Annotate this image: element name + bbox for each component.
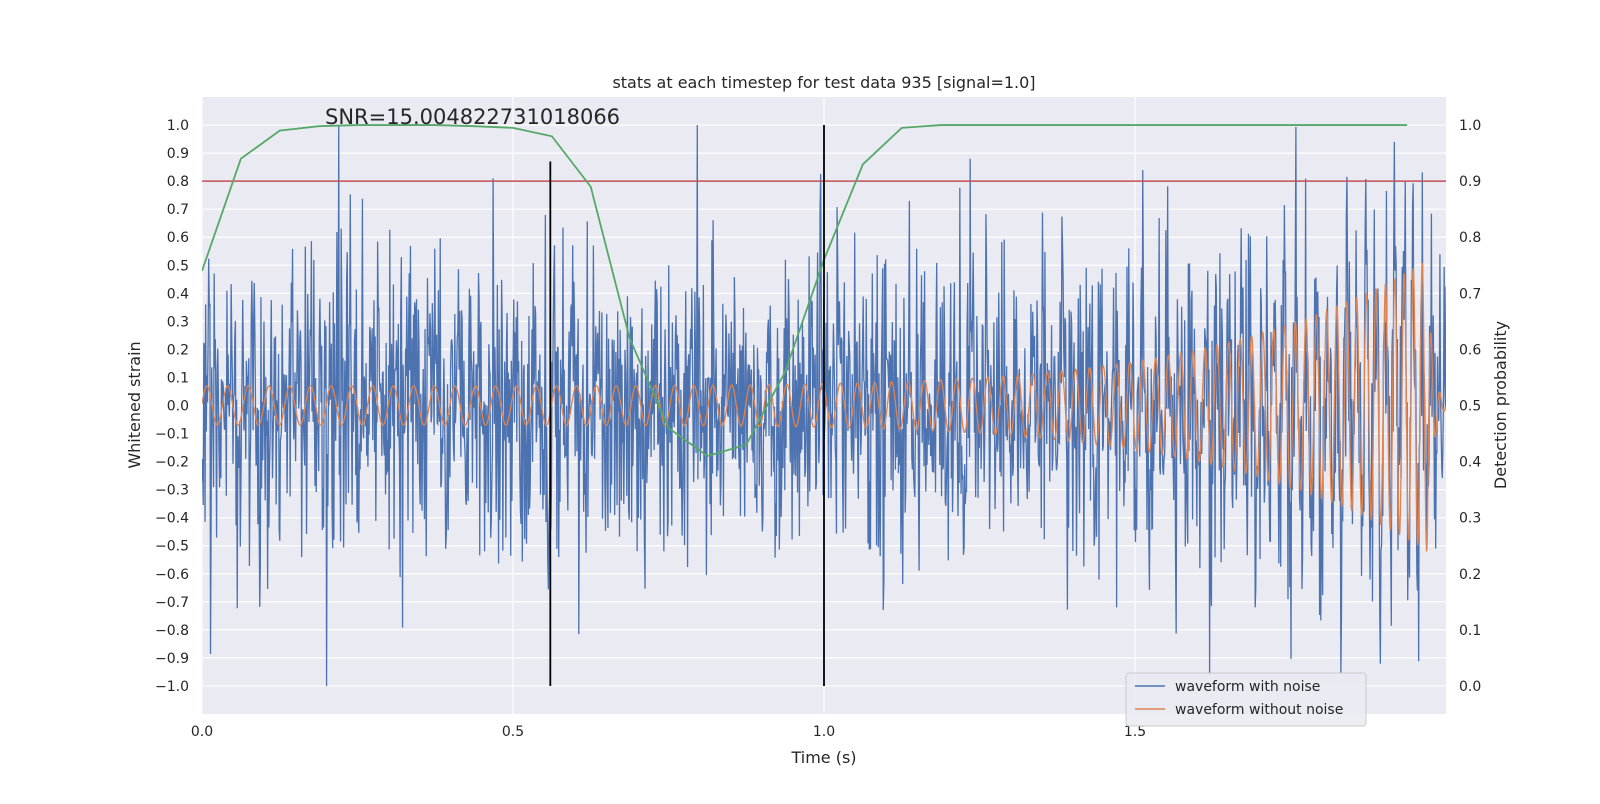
chart-title: stats at each timestep for test data 935…	[612, 73, 1035, 92]
y-tick-label-left: −1.0	[155, 679, 189, 695]
series-layer	[202, 124, 1446, 686]
y-tick-label-left: −0.7	[155, 595, 189, 611]
y-tick-label-left: −0.6	[155, 567, 189, 583]
y-tick-label-right: 0.2	[1459, 567, 1481, 583]
y-tick-label-left: −0.2	[155, 455, 189, 471]
y-tick-label-left: 0.8	[167, 174, 189, 190]
y-tick-label-right: 0.0	[1459, 679, 1481, 695]
y-tick-label-right: 0.7	[1459, 286, 1481, 302]
y-tick-label-left: 0.5	[167, 258, 189, 274]
y-tick-label-right: 0.8	[1459, 230, 1481, 246]
legend-box	[1125, 672, 1367, 727]
y-tick-label-left: 0.6	[167, 230, 189, 246]
y-tick-label-left: 0.0	[167, 399, 189, 415]
y-tick-label-left: −0.4	[155, 511, 189, 527]
x-tick-label: 1.0	[813, 724, 835, 740]
y-tick-label-right: 0.5	[1459, 399, 1481, 415]
y-tick-label-left: 1.0	[167, 118, 189, 134]
legend: waveform with noise waveform without noi…	[1125, 672, 1367, 727]
y-tick-label-left: 0.9	[167, 146, 189, 162]
x-tick-label: 1.5	[1124, 724, 1146, 740]
y-tick-label-left: 0.3	[167, 314, 189, 330]
y-tick-label-right: 0.1	[1459, 623, 1481, 639]
y-tick-label-left: −0.5	[155, 539, 189, 555]
y-tick-label-left: −0.1	[155, 427, 189, 443]
snr-annotation: SNR=15.004822731018066	[325, 105, 620, 129]
y-tick-label-left: −0.3	[155, 483, 189, 499]
y-axis-label-right: Detection probability	[1491, 321, 1510, 489]
y-tick-label-left: 0.1	[167, 370, 189, 386]
y-tick-label-left: 0.4	[167, 286, 189, 302]
y-tick-label-right: 0.9	[1459, 174, 1481, 190]
y-tick-label-right: 0.3	[1459, 511, 1481, 527]
y-tick-label-left: −0.8	[155, 623, 189, 639]
y-tick-label-left: −0.9	[155, 651, 189, 667]
x-axis-label: Time (s)	[790, 748, 856, 767]
y-tick-label-right: 1.0	[1459, 118, 1481, 134]
y-tick-label-left: 0.7	[167, 202, 189, 218]
ticks: 0.0 0.5 1.0 1.5 1.0 0.9 0.8 0.7 0.6 0.5 0.4 0.3 0.2 0…	[155, 118, 1481, 740]
series-detection-probability	[202, 124, 1408, 457]
y-axis-label-left: Whitened strain	[125, 341, 144, 468]
legend-label-clean: waveform without noise	[1175, 702, 1343, 718]
x-tick-label: 0.0	[191, 724, 213, 740]
x-tick-label: 0.5	[502, 724, 524, 740]
y-tick-label-right: 0.6	[1459, 342, 1481, 358]
y-tick-label-left: 0.2	[167, 342, 189, 358]
legend-label-noise: waveform with noise	[1175, 679, 1320, 695]
y-tick-label-right: 0.4	[1459, 455, 1481, 471]
